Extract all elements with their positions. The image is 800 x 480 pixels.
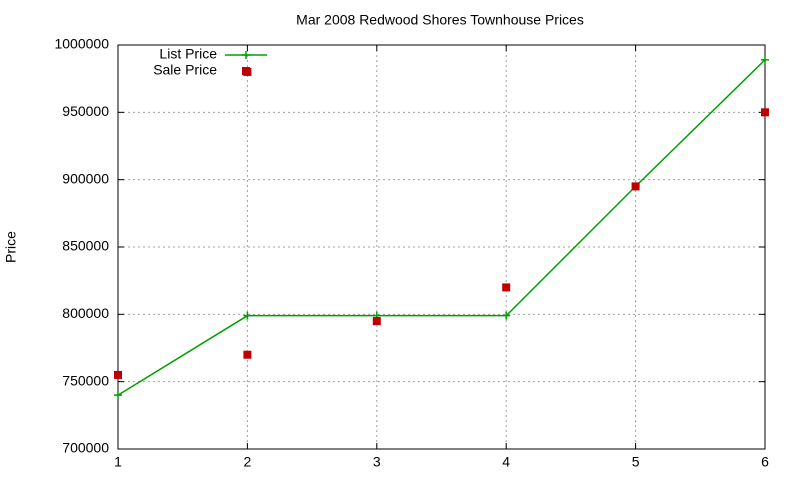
x-tick-label: 2: [244, 454, 252, 470]
data-point: [502, 283, 511, 292]
data-point: [631, 182, 640, 191]
x-tick-label: 4: [502, 454, 510, 470]
legend-label: List Price: [159, 46, 217, 62]
data-point: [243, 350, 252, 359]
y-tick-label: 1000000: [54, 36, 109, 52]
plot-frame: [117, 44, 766, 450]
y-tick-label: 950000: [62, 103, 109, 119]
data-point: [372, 317, 381, 326]
data-point: [114, 391, 122, 400]
x-tick-label: 3: [373, 454, 381, 470]
chart-title: Mar 2008 Redwood Shores Townhouse Prices: [296, 12, 584, 28]
y-tick-label: 750000: [62, 372, 109, 388]
y-tick-label: 700000: [62, 440, 109, 456]
x-tick-label: 5: [632, 454, 640, 470]
series-line: [117, 59, 766, 396]
y-tick-label: 800000: [62, 305, 109, 321]
data-point: [243, 311, 252, 320]
y-tick-label: 850000: [62, 238, 109, 254]
data-point: [114, 370, 122, 379]
data-point: [761, 108, 769, 117]
legend-label: Sale Price: [153, 62, 217, 78]
y-axis-label: Price: [3, 231, 19, 263]
legend-swatch: [242, 67, 250, 75]
data-point: [502, 311, 511, 320]
data-point: [761, 55, 769, 64]
x-tick-label: 1: [114, 454, 122, 470]
x-tick-label: 6: [761, 454, 769, 470]
legend-swatch: [242, 51, 250, 59]
y-tick-label: 900000: [62, 170, 109, 186]
